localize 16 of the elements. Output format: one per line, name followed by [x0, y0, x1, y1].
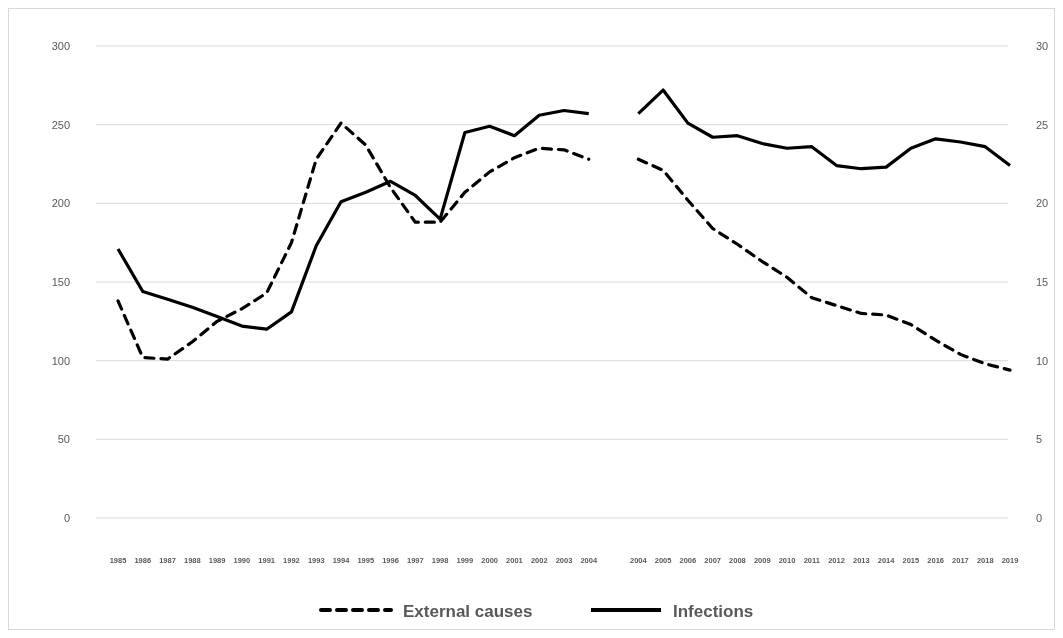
y2-tick-label: 20 — [1036, 197, 1049, 210]
y2-tick-label: 10 — [1036, 354, 1049, 367]
legend-label: Infections — [673, 602, 754, 621]
y-tick-label: 200 — [51, 197, 70, 210]
y-tick-label: 250 — [51, 118, 70, 131]
y-tick-label: 50 — [57, 433, 70, 446]
y-tick-label: 100 — [51, 354, 70, 367]
y-tick-label: 150 — [51, 276, 70, 288]
y-tick-label: 300 — [51, 40, 70, 52]
y2-tick-label: 30 — [1036, 40, 1049, 52]
y-tick-label: 0 — [63, 512, 70, 524]
y2-tick-label: 25 — [1036, 118, 1049, 131]
y2-tick-label: 15 — [1036, 276, 1049, 288]
legend-label: External causes — [403, 602, 533, 621]
y2-tick-label: 5 — [1036, 433, 1043, 446]
y2-tick-label: 0 — [1036, 512, 1043, 524]
